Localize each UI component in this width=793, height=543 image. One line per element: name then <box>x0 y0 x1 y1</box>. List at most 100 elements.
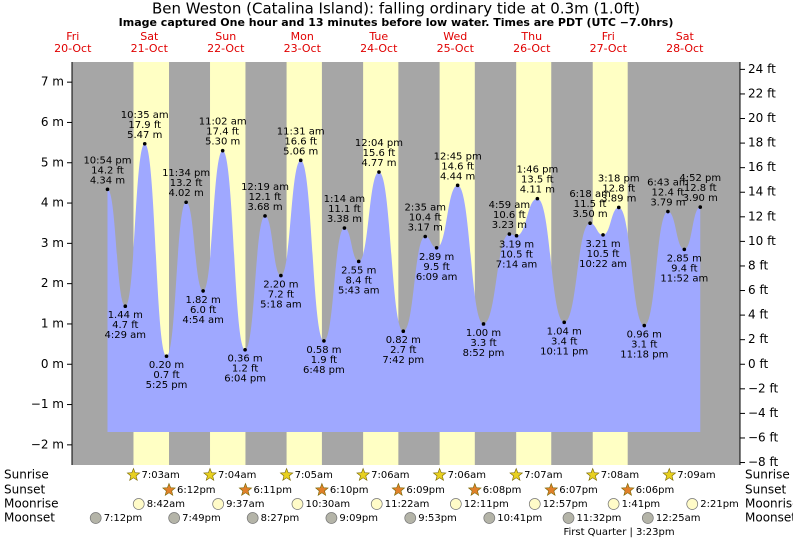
sunset-time: 6:11pm <box>253 485 292 496</box>
tide-label: 14.6 ft <box>441 161 474 172</box>
y2-tick-label: −2 ft <box>748 381 779 395</box>
moonrise-icon <box>132 498 145 510</box>
moonset-icon <box>168 512 181 524</box>
tide-label: 4:29 am <box>105 330 147 341</box>
moonrise-time: 9:37am <box>226 499 264 510</box>
tide-label: 0.96 m <box>627 330 662 341</box>
tide-label: 10:11 pm <box>540 346 588 357</box>
sun-icon <box>203 467 217 481</box>
moonset-icon <box>89 512 102 524</box>
day-date: 24-Oct <box>360 42 398 55</box>
moonrise-icon <box>607 498 620 510</box>
tide-label: 3.3 ft <box>470 338 496 349</box>
tide-point <box>423 234 428 239</box>
tide-label: 0.58 m <box>306 345 341 356</box>
tide-point <box>184 200 188 205</box>
sun-icon <box>279 467 294 481</box>
day-name: Thu <box>520 30 542 43</box>
moonrise-icon <box>449 498 462 510</box>
tide-label: 4.7 ft <box>112 320 138 331</box>
tide-label: 10.4 ft <box>409 212 442 223</box>
tide-point <box>279 273 283 278</box>
sunrise-time: 7:06am <box>371 470 409 481</box>
tide-label: 13.5 ft <box>521 175 554 186</box>
sun-icon <box>662 467 677 481</box>
tide-point <box>105 187 110 192</box>
sun-icon <box>544 482 559 496</box>
tide-point <box>401 329 406 334</box>
day-date: 26-Oct <box>513 42 551 55</box>
day-date: 23-Oct <box>284 42 322 55</box>
sunset-time: 6:06pm <box>636 485 675 496</box>
y2-tick-label: 16 ft <box>748 160 776 174</box>
tide-label: 5:25 pm <box>146 380 188 391</box>
tide-label: 4.77 m <box>361 158 396 169</box>
tide-label: 1.82 m <box>186 295 221 306</box>
tide-label: 3.68 m <box>247 202 282 213</box>
tide-label: 11:02 am <box>199 117 247 128</box>
tide-label: 8:52 pm <box>463 348 505 359</box>
tide-label: 10.5 ft <box>587 249 620 260</box>
tide-label: 13.2 ft <box>170 178 203 189</box>
tide-label: 7:42 pm <box>382 355 424 366</box>
tide-point <box>164 354 169 358</box>
y2-tick-label: 2 ft <box>748 332 768 346</box>
tide-label: 11:34 pm <box>162 168 210 179</box>
y2-tick-label: 20 ft <box>748 111 776 125</box>
moonrise-time: 10:30am <box>305 499 350 510</box>
sun-icon <box>126 467 141 481</box>
tide-point <box>342 226 347 230</box>
tide-label: 3.1 ft <box>631 340 657 351</box>
sun-icon <box>432 467 447 481</box>
tide-point <box>455 183 460 188</box>
moonrise-time: 12:57pm <box>543 499 588 510</box>
row-label: Moonset <box>745 511 793 525</box>
day-date: 28-Oct <box>666 42 704 55</box>
tide-label: 1.00 m <box>466 328 501 339</box>
moonrise-icon <box>528 498 541 510</box>
y-tick-label: 1 m <box>41 316 64 330</box>
tide-area <box>107 143 701 432</box>
tide-label: 3.23 m <box>492 220 527 231</box>
y-tick-label: −2 m <box>31 437 64 451</box>
moonrise-time: 8:42am <box>147 499 185 510</box>
sunrise-time: 7:06am <box>448 470 486 481</box>
sun-icon <box>620 482 635 496</box>
sun-icon <box>356 467 371 481</box>
moonset-time: 11:32pm <box>577 513 622 524</box>
tide-label: 1.04 m <box>547 326 582 337</box>
tide-point <box>356 259 361 264</box>
tide-label: 0.82 m <box>386 335 421 346</box>
day-date: 22-Oct <box>207 42 245 55</box>
tide-point <box>535 196 540 201</box>
sunrise-time: 7:05am <box>295 470 333 481</box>
tide-label: 4:52 pm <box>679 173 721 184</box>
y2-tick-label: 22 ft <box>748 86 776 100</box>
tide-point <box>601 233 605 237</box>
sunset-time: 6:09pm <box>406 485 445 496</box>
y2-tick-label: 6 ft <box>748 283 768 297</box>
sun-icon <box>314 482 329 496</box>
moonrise-time: 2:21pm <box>700 499 739 510</box>
day-date: 20-Oct <box>54 42 92 55</box>
tide-label: 7.2 ft <box>268 290 294 301</box>
day-name: Fri <box>602 30 615 43</box>
tide-point <box>514 233 519 238</box>
sunrise-time: 7:04am <box>218 470 256 481</box>
tide-label: 2.7 ft <box>390 345 416 356</box>
tide-label: 3.17 m <box>408 222 443 233</box>
tide-label: 4.02 m <box>169 188 204 199</box>
tide-point <box>322 339 326 343</box>
tide-label: 6:43 am <box>647 178 689 189</box>
y2-tick-label: 24 ft <box>748 62 776 76</box>
tide-label: 3.89 m <box>601 193 636 204</box>
tide-label: 9.5 ft <box>423 262 449 273</box>
tide-point <box>201 289 205 293</box>
y-tick-label: 0 m <box>41 357 64 371</box>
sunset-time: 6:12pm <box>177 485 216 496</box>
row-label: Sunset <box>745 483 786 497</box>
moonrise-icon <box>291 498 304 510</box>
tide-label: 0.7 ft <box>153 370 179 381</box>
moonrise-icon <box>212 498 225 510</box>
